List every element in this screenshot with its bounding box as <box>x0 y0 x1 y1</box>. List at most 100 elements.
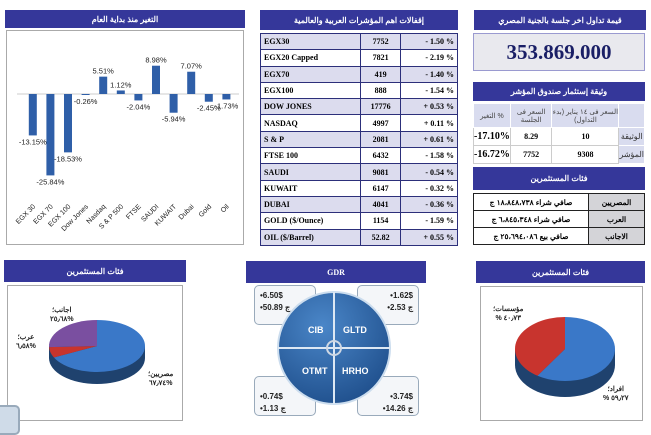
index-change: - 0.32 % <box>400 179 458 197</box>
bar <box>81 94 90 95</box>
gdr-circle <box>277 291 391 405</box>
investor-category: الاجانب <box>588 227 645 245</box>
pie-label-institutions: مؤسسات؛ ٤٠٫٧٣ % <box>493 306 524 322</box>
index-row: S & P 2081 + 0.61 % <box>260 130 458 149</box>
index-value: 888 <box>359 81 402 100</box>
fund-col-change: التغير % <box>473 103 511 128</box>
index-row: DUBAI 4041- 0.36 % <box>260 195 458 214</box>
index-value: 52.82 <box>359 228 402 246</box>
pie-label-egyptian: مصريين؛ %٦٧٫٧٤ <box>148 371 174 387</box>
data-label: -5.94% <box>162 115 186 124</box>
gdr-cib: CIB <box>308 325 324 335</box>
indices-table: EGX30 7752- 1.50 % EGX20 Capped 7821- 2.19 … <box>260 32 458 246</box>
index-value: 2081 <box>359 130 402 149</box>
index-change: - 1.54 % <box>400 81 458 100</box>
fund-col-start: السعر فى ١٤ يناير (بدء التداول) <box>551 103 620 128</box>
index-value: 4041 <box>359 195 402 214</box>
index-name: EGX30 <box>260 32 361 51</box>
index-row: KUWAIT 6147- 0.32 % <box>260 179 458 197</box>
index-name: GOLD ($/Ounce) <box>260 212 361 230</box>
index-change: - 0.36 % <box>400 195 458 214</box>
index-value: 7752 <box>359 32 402 51</box>
fund-start: 9308 <box>551 145 620 164</box>
investor-category: المصريين <box>588 193 645 211</box>
category-label: Dubai <box>178 203 196 221</box>
data-label: 1.12% <box>110 80 132 89</box>
index-change: - 1.58 % <box>400 147 458 165</box>
fund-session: 7752 <box>509 145 553 164</box>
data-label: -13.15% <box>19 137 47 146</box>
fund-row-label: المؤشر <box>618 145 645 164</box>
bar <box>187 71 196 94</box>
index-name: EGX100 <box>260 81 361 100</box>
index-row: SAUDI 9081- 0.54 % <box>260 163 458 181</box>
bar <box>152 65 160 94</box>
pie-slice <box>53 320 145 372</box>
gdr-otmt: OTMT <box>302 366 328 376</box>
data-label: -2.45% <box>197 104 221 113</box>
investor-net: صافي شراء ٦،٨٤٥،٣٤٨ ج <box>473 210 589 228</box>
index-row: FTSE 100 6432- 1.58 % <box>260 147 458 165</box>
bar <box>169 94 178 113</box>
investor-net: صافي شراء ١٨،٨٤٨،٧٣٨ ج <box>473 193 589 211</box>
index-value: 4997 <box>359 114 402 132</box>
pie-label-foreign: اجانب؛ %٢٥٫٦٨ <box>50 307 74 323</box>
index-change: - 1.40 % <box>400 65 458 83</box>
fund-row-label: الوثيقة <box>618 127 645 146</box>
data-label: 8.98% <box>145 56 167 65</box>
pie-label-individuals: افراد؛ ٥٩٫٢٧ % <box>603 386 629 402</box>
index-change: + 0.11 % <box>400 114 458 132</box>
fund-col-session: السعر فى الجلسة <box>509 103 553 128</box>
index-value: 1154 <box>359 212 402 230</box>
data-label: -25.84% <box>36 177 64 186</box>
index-name: SAUDI <box>260 163 361 181</box>
gdr-header: GDR <box>246 261 426 283</box>
index-change: + 0.53 % <box>400 98 458 116</box>
pie-slice <box>48 320 97 348</box>
index-change: - 1.59 % <box>400 212 458 230</box>
index-value: 7821 <box>359 49 402 67</box>
fund-start: 10 <box>551 127 620 146</box>
turnover-value: 353.869.000 <box>473 33 645 71</box>
index-name: EGX20 Capped <box>260 49 361 67</box>
bar <box>46 94 55 176</box>
index-row: EGX100 888- 1.54 % <box>260 81 458 100</box>
index-name: S & P <box>260 130 361 149</box>
index-name: FTSE 100 <box>260 147 361 165</box>
bar <box>28 94 37 136</box>
pie-slice <box>515 317 565 376</box>
data-label: -1.73% <box>215 101 239 110</box>
index-value: 17776 <box>359 98 402 116</box>
index-row: OIL ($/Barrel) 52.82 + 0.55 % <box>260 228 458 246</box>
index-row: GOLD ($/Ounce) 1154- 1.59 % <box>260 212 458 230</box>
index-change: + 0.61 % <box>400 130 458 149</box>
index-value: 9081 <box>359 163 402 181</box>
index-change: - 1.50 % <box>400 32 458 51</box>
turnover-header: قيمة تداول اخر جلسة بالجنية المصري <box>474 10 646 30</box>
fund-header: وثيقة إستثمار صندوق المؤشر <box>473 82 645 101</box>
pie-nationality-chart: اجانب؛ %٢٥٫٦٨ عرب؛ %٦٫٥٨ مصريين؛ %٦٧٫٧٤ <box>7 285 183 421</box>
pie-nationality-header: فئات المستثمرين <box>4 260 186 282</box>
fund-table: التغير % السعر فى الجلسة السعر فى ١٤ يناير… <box>473 103 645 164</box>
category-label: Gold <box>198 203 213 218</box>
index-value: 6432 <box>359 147 402 165</box>
investor-category: العرب <box>588 210 645 228</box>
fund-session: 8.29 <box>509 127 553 146</box>
investors-table: المصريين صافي شراء ١٨،٨٤٨،٧٣٨ ج العرب صافي… <box>473 193 645 245</box>
index-change: - 2.19 % <box>400 49 458 67</box>
fund-change: -16.72% <box>473 145 511 164</box>
gdr-hrho: HRHO <box>342 366 369 376</box>
index-name: DUBAI <box>260 195 361 214</box>
index-name: EGX70 <box>260 65 361 83</box>
index-value: 6147 <box>359 179 402 197</box>
category-label: Oil <box>220 203 231 214</box>
data-label: 5.51% <box>93 67 115 76</box>
data-label: -2.04% <box>127 102 151 111</box>
pie-type-header: فئات المستثمرين <box>476 261 645 283</box>
index-change: + 0.55 % <box>400 228 458 246</box>
index-name: DOW JONES <box>260 98 361 116</box>
pie-slice <box>537 317 615 381</box>
investor-net: صافي بيع ٢٥،٦٩٤،٠٨٦ ج <box>473 227 589 245</box>
bar <box>116 90 125 94</box>
index-row: EGX70 419- 1.40 % <box>260 65 458 83</box>
